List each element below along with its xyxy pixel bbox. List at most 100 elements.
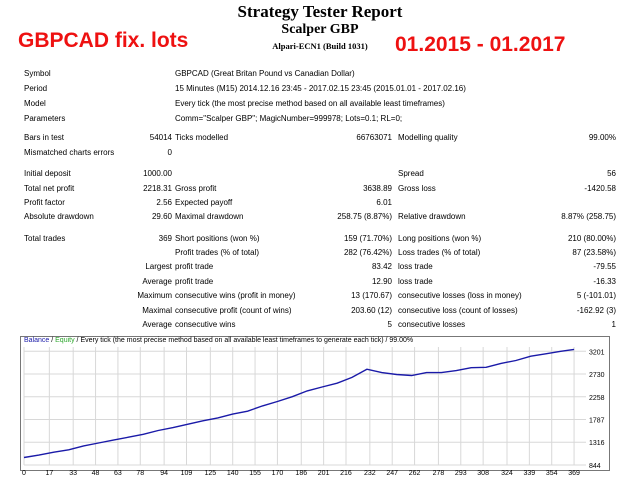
maximum-label: Maximum (137, 291, 172, 300)
max-consecutive-wins-value: 13 (170.67) (351, 291, 392, 300)
pair-overlay-text: GBPCAD fix. lots (18, 29, 189, 52)
y-tick-label: 2258 (589, 395, 605, 402)
long-positions-label: Long positions (won %) (398, 234, 482, 243)
expected-payoff-label: Expected payoff (175, 198, 233, 207)
short-positions-value: 159 (71.70%) (343, 234, 392, 243)
short-positions-label: Short positions (won %) (175, 234, 260, 243)
spread-value: 56 (607, 169, 616, 178)
symbol-label: Symbol (24, 69, 51, 78)
x-tick-label: 308 (477, 470, 489, 477)
ticks-modelled-label: Ticks modelled (175, 133, 229, 142)
loss-trades-label: Loss trades (% of total) (398, 248, 481, 257)
parameters-label: Parameters (24, 114, 66, 123)
profit-trades-value: 282 (76.42%) (343, 248, 392, 257)
x-tick-label: 140 (227, 470, 239, 477)
y-tick-label: 1316 (589, 440, 605, 447)
x-tick-label: 94 (160, 470, 168, 477)
absolute-drawdown-label: Absolute drawdown (24, 212, 94, 221)
date-range-overlay-text: 01.2015 - 01.2017 (395, 33, 566, 56)
series-line-balance (23, 348, 575, 459)
y-tick-label: 3201 (589, 349, 605, 356)
profit-trades-label: Profit trades (% of total) (175, 248, 260, 257)
x-tick-label: 109 (181, 470, 193, 477)
max-consecutive-losses-value: 5 (-101.01) (576, 291, 616, 300)
x-tick-label: 216 (340, 470, 352, 477)
total-net-profit-label: Total net profit (24, 184, 75, 193)
x-tick-label: 339 (524, 470, 536, 477)
x-tick-label: 201 (318, 470, 330, 477)
x-tick-label: 262 (409, 470, 421, 477)
largest-profit-value: 83.42 (371, 262, 392, 271)
legend-equity: Equity (55, 337, 75, 344)
y-tick-label: 1787 (589, 418, 605, 425)
expert-name: Scalper GBP (281, 22, 359, 37)
x-tick-label: 125 (204, 470, 216, 477)
model-label: Model (24, 99, 46, 108)
x-tick-label: 232 (364, 470, 376, 477)
maximal-consecutive-loss-value: -162.92 (3) (576, 306, 616, 315)
average-loss-label: loss trade (398, 277, 433, 286)
parameters-value: Comm="Scalper GBP"; MagicNumber=999978; … (175, 114, 403, 123)
gross-profit-label: Gross profit (175, 184, 217, 193)
server-build: Alpari-ECN1 (Build 1031) (272, 41, 368, 51)
gross-loss-value: -1420.58 (584, 184, 616, 193)
max-consecutive-wins-label: consecutive wins (profit in money) (175, 291, 296, 300)
bars-in-test-label: Bars in test (24, 133, 65, 142)
total-trades-label: Total trades (24, 234, 66, 243)
modelling-quality-label: Modelling quality (398, 133, 458, 142)
report-title: Strategy Tester Report (237, 2, 403, 21)
initial-deposit-label: Initial deposit (24, 169, 71, 178)
x-tick-label: 369 (568, 470, 580, 477)
maximal-label: Maximal (142, 306, 172, 315)
period-label: Period (24, 84, 48, 93)
legend-description: / Every tick (the most precise method ba… (74, 337, 414, 344)
chart-legend: Balance / Equity / Every tick (the most … (24, 337, 413, 344)
gross-profit-value: 3638.89 (363, 184, 392, 193)
largest-profit-label: profit trade (175, 262, 214, 271)
long-positions-value: 210 (80.00%) (567, 234, 616, 243)
y-tick-label: 2730 (589, 372, 605, 379)
spread-label: Spread (398, 169, 424, 178)
maximal-consecutive-profit-value: 203.60 (12) (351, 306, 392, 315)
profit-factor-label: Profit factor (24, 198, 65, 207)
total-trades-value: 369 (158, 234, 172, 243)
x-tick-label: 186 (295, 470, 307, 477)
modelling-quality-value: 99.00% (588, 133, 616, 142)
legend-sep: / (49, 337, 56, 344)
max-consecutive-losses-label: consecutive losses (loss in money) (398, 291, 522, 300)
average-consecutive-wins-label: consecutive wins (175, 320, 236, 329)
maximal-drawdown-label: Maximal drawdown (175, 212, 244, 221)
x-tick-label: 247 (386, 470, 398, 477)
average-loss-value: -16.33 (593, 277, 616, 286)
relative-drawdown-label: Relative drawdown (398, 212, 466, 221)
ticks-modelled-value: 66763071 (356, 133, 392, 142)
x-tick-label: 63 (114, 470, 122, 477)
x-tick-label: 293 (455, 470, 467, 477)
profit-factor-value: 2.56 (156, 198, 172, 207)
average-label: Average (142, 277, 172, 286)
x-tick-label: 278 (433, 470, 445, 477)
maximal-consecutive-profit-label: consecutive profit (count of wins) (175, 306, 292, 315)
average-consecutive-losses-value: 1 (611, 320, 616, 329)
initial-deposit-value: 1000.00 (143, 169, 172, 178)
total-net-profit-value: 2218.31 (143, 184, 172, 193)
average-profit-label: profit trade (175, 277, 214, 286)
average-consecutive-losses-label: consecutive losses (398, 320, 466, 329)
x-tick-label: 354 (546, 470, 558, 477)
x-tick-label: 33 (69, 470, 77, 477)
x-tick-label: 170 (272, 470, 284, 477)
mismatched-errors-value: 0 (167, 148, 172, 157)
mismatched-errors-label: Mismatched charts errors (24, 148, 115, 157)
y-tick-label: 844 (589, 463, 601, 470)
largest-label: Largest (145, 262, 172, 271)
largest-loss-value: -79.55 (593, 262, 616, 271)
largest-loss-label: loss trade (398, 262, 433, 271)
x-tick-label: 48 (92, 470, 100, 477)
x-tick-label: 324 (501, 470, 513, 477)
model-value: Every tick (the most precise method base… (175, 99, 445, 108)
relative-drawdown-value: 8.87% (258.75) (561, 212, 616, 221)
absolute-drawdown-value: 29.60 (151, 212, 172, 221)
average-consecutive-wins-value: 5 (387, 320, 392, 329)
period-value: 15 Minutes (M15) 2014.12.16 23:45 - 2017… (175, 84, 466, 93)
x-tick-label: 0 (22, 470, 26, 477)
